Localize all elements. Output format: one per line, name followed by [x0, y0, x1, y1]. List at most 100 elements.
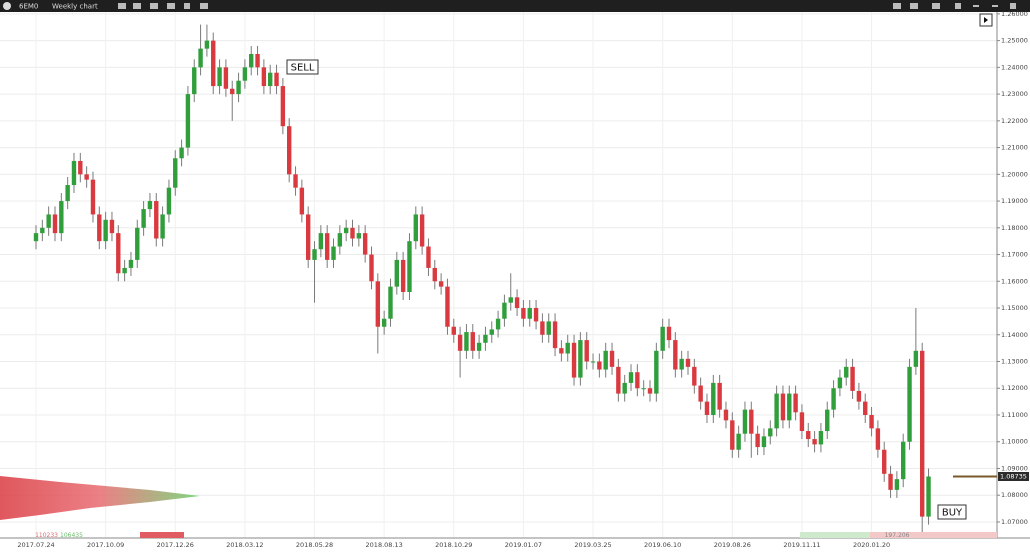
x-tick-label: 2019.11.11 [783, 541, 820, 549]
candle-body [312, 249, 317, 260]
candle-body [432, 267, 437, 282]
candle-body [850, 366, 855, 391]
candle-body [154, 201, 159, 239]
annotation-box [937, 504, 967, 520]
candle-body [856, 390, 862, 402]
candle-body [451, 326, 456, 335]
candle-body [641, 388, 646, 390]
x-tick-label: 2019.06.10 [644, 541, 681, 549]
candle-body [673, 340, 678, 370]
candle-body [844, 366, 849, 378]
candle-body [173, 158, 178, 188]
candle-body [160, 214, 165, 239]
candle-body [413, 214, 418, 242]
candle-body [109, 219, 115, 234]
labels: 1.07000 1.08000 1.09000 1.10000 1.11000 1.120… [17, 10, 1029, 549]
y-tick-label: 1.26000 [1001, 10, 1028, 18]
candle-body [268, 72, 273, 87]
symbol[interactable]: 6EM0 [19, 3, 38, 11]
price-label-box [998, 471, 1029, 481]
candle-body [71, 160, 77, 186]
candle-body [863, 401, 868, 415]
y-tick-label: 1.07000 [1001, 518, 1028, 526]
candle-body [521, 308, 526, 319]
y-tick-label: 1.09000 [1001, 464, 1028, 472]
volume-box [140, 532, 184, 538]
candle-body [787, 393, 792, 421]
volume-strip [800, 532, 870, 538]
candle-body [438, 281, 444, 287]
candle-body [185, 94, 191, 148]
candle-body [635, 372, 640, 389]
y-tick-label: 1.20000 [1001, 170, 1028, 178]
candle-body [597, 361, 602, 370]
timeframe[interactable]: Weekly chart [52, 3, 98, 11]
candle-body [457, 334, 463, 351]
volume-profile [0, 476, 200, 520]
candle-body [514, 297, 520, 309]
x-tick-label: 2018.10.29 [435, 541, 472, 549]
candle-body [236, 80, 241, 95]
candle-body [533, 308, 539, 322]
candle-body [356, 233, 362, 239]
y-tick-label: 1.19000 [1001, 197, 1028, 205]
candle-body [901, 441, 906, 480]
scroll-icon [984, 17, 988, 23]
candle-body [711, 382, 716, 415]
candle-body [685, 358, 691, 367]
candle-body [780, 393, 786, 421]
candle-body [755, 433, 760, 448]
candle-body [122, 267, 127, 274]
candle-body [375, 281, 381, 327]
candle-body [318, 233, 324, 250]
candle-body [584, 340, 589, 362]
candle-body [660, 326, 665, 351]
candle-body [407, 241, 412, 292]
candle-body [622, 382, 627, 394]
candle-body [806, 431, 811, 440]
candle-body [749, 409, 754, 434]
y-tick-label: 1.25000 [1001, 37, 1028, 45]
candle-body [679, 358, 684, 370]
candle-body [552, 321, 558, 349]
logo[interactable] [3, 2, 11, 10]
candle-body [147, 201, 153, 210]
price-label: 1.08735 [1000, 472, 1027, 480]
profile-label: 106435 [60, 532, 83, 539]
candle-body [369, 254, 374, 282]
y-tick-label: 1.22000 [1001, 117, 1028, 125]
candle-body [331, 246, 336, 260]
candle-body [742, 409, 748, 434]
candle-body [337, 233, 343, 247]
candle-body [793, 393, 798, 413]
candle-body [590, 361, 596, 363]
candle-body [774, 393, 779, 429]
candle-body [52, 214, 58, 234]
candle-body [400, 259, 406, 292]
y-tick-label: 1.18000 [1001, 224, 1028, 232]
candle-body [299, 187, 305, 215]
candle-body [211, 40, 216, 87]
candle-body [255, 53, 260, 68]
y-tick-label: 1.13000 [1001, 358, 1028, 366]
y-tick-label: 1.11000 [1001, 411, 1028, 419]
candle-body [305, 214, 311, 260]
candle-body [192, 67, 197, 95]
annotation-box [286, 59, 319, 75]
candle-body [920, 350, 925, 517]
toolbar-icons [118, 3, 1016, 9]
candle-body [249, 53, 254, 68]
candles [33, 24, 931, 533]
y-tick-label: 1.23000 [1001, 90, 1028, 98]
candle-body [217, 67, 222, 87]
candle-body [875, 428, 881, 450]
volume-label: 197.206 [885, 532, 910, 539]
candle-body [571, 342, 577, 378]
candle-body [628, 372, 634, 383]
candle-body [888, 473, 893, 490]
candle-body [831, 388, 836, 410]
y-tick-label: 1.16000 [1001, 277, 1028, 285]
